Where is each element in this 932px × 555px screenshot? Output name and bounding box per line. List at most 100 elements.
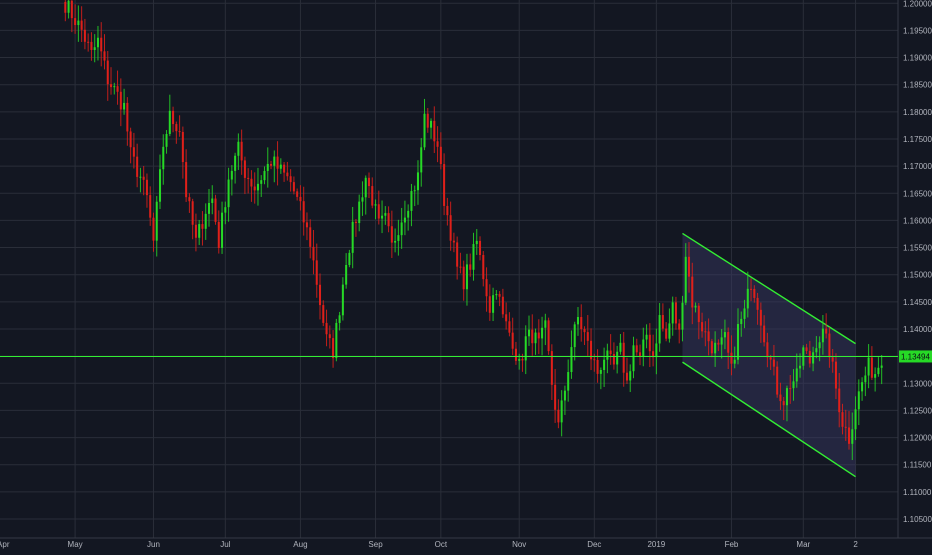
candle-up bbox=[335, 322, 338, 359]
candle-up bbox=[684, 256, 687, 303]
candle-up bbox=[671, 302, 674, 324]
candle-down bbox=[763, 325, 766, 343]
candle-up bbox=[67, 0, 70, 13]
candle-down bbox=[776, 366, 779, 395]
channel-upper-line[interactable] bbox=[682, 232, 856, 345]
candle-up bbox=[812, 352, 815, 364]
candle-down bbox=[782, 401, 785, 406]
candle-up bbox=[567, 372, 570, 391]
candle-down bbox=[181, 131, 184, 163]
candle-up bbox=[518, 359, 521, 361]
candle-down bbox=[185, 162, 188, 198]
candle-down bbox=[436, 141, 439, 147]
channel-lower-line[interactable] bbox=[682, 361, 856, 478]
candle-down bbox=[612, 353, 615, 365]
candle-down bbox=[276, 156, 279, 169]
y-tick-label: 1.12500 bbox=[903, 406, 932, 415]
candle-up bbox=[165, 133, 168, 147]
candle-up bbox=[400, 222, 403, 236]
candle-down bbox=[482, 255, 485, 280]
candle-down bbox=[194, 224, 197, 238]
candle-up bbox=[475, 240, 478, 245]
candle-down bbox=[756, 297, 759, 310]
candle-down bbox=[557, 409, 560, 423]
candle-up bbox=[168, 110, 171, 134]
candle-down bbox=[844, 426, 847, 428]
descending-channel[interactable] bbox=[682, 232, 856, 478]
candle-up bbox=[642, 339, 645, 357]
candles bbox=[64, 0, 883, 461]
candle-down bbox=[808, 350, 811, 364]
candle-down bbox=[250, 178, 253, 187]
candle-down bbox=[426, 113, 429, 128]
candle-down bbox=[583, 329, 586, 333]
candle-down bbox=[145, 179, 148, 196]
candle-down bbox=[129, 131, 132, 148]
candle-up bbox=[96, 37, 99, 48]
candle-down bbox=[537, 332, 540, 339]
candle-up bbox=[204, 213, 207, 229]
candle-down bbox=[439, 146, 442, 165]
candle-down bbox=[622, 342, 625, 373]
candle-up bbox=[861, 382, 864, 392]
candle-up bbox=[524, 336, 527, 361]
candle-up bbox=[560, 400, 563, 423]
candle-down bbox=[498, 294, 501, 297]
y-tick-label: 1.18500 bbox=[903, 81, 932, 90]
candle-up bbox=[694, 305, 697, 308]
candle-up bbox=[420, 147, 423, 173]
x-tick-label: Mar bbox=[796, 540, 810, 549]
candle-down bbox=[387, 213, 390, 227]
candle-up bbox=[256, 183, 259, 191]
candle-up bbox=[430, 120, 433, 128]
candle-up bbox=[658, 315, 661, 344]
candle-up bbox=[599, 370, 602, 374]
y-tick-label: 1.15500 bbox=[903, 244, 932, 253]
candle-down bbox=[828, 333, 831, 358]
candle-down bbox=[479, 240, 482, 256]
y-tick-label: 1.11500 bbox=[903, 461, 932, 470]
candle-down bbox=[550, 351, 553, 385]
candle-up bbox=[857, 391, 860, 410]
candle-up bbox=[570, 347, 573, 373]
candle-down bbox=[469, 264, 472, 270]
candle-down bbox=[270, 163, 273, 166]
candle-up bbox=[221, 212, 224, 248]
candle-down bbox=[488, 296, 491, 313]
candle-up bbox=[384, 213, 387, 216]
candle-down bbox=[322, 305, 325, 323]
x-tick-label: 2019 bbox=[647, 540, 665, 549]
candle-down bbox=[687, 256, 691, 277]
candle-up bbox=[113, 86, 116, 88]
candle-down bbox=[309, 227, 312, 247]
y-tick-label: 1.18000 bbox=[903, 108, 932, 117]
candle-up bbox=[416, 172, 419, 191]
candle-down bbox=[142, 176, 145, 180]
candle-up bbox=[351, 221, 354, 253]
candle-down bbox=[64, 1, 67, 13]
candle-down bbox=[390, 226, 393, 243]
candle-down bbox=[753, 288, 756, 298]
candle-down bbox=[652, 351, 655, 358]
candle-down bbox=[149, 195, 152, 218]
candle-up bbox=[403, 217, 406, 223]
time-axis[interactable]: Apr May Jun Jul Aug Sep Oct Nov Dec 2019 Feb Mar 2 bbox=[0, 540, 858, 549]
candle-up bbox=[407, 210, 410, 218]
candle-down bbox=[240, 141, 243, 161]
candle-down bbox=[769, 357, 772, 360]
candle-up bbox=[645, 334, 648, 340]
candle-up bbox=[227, 179, 230, 208]
candle-down bbox=[83, 29, 86, 42]
y-tick-label: 1.14000 bbox=[903, 325, 932, 334]
candle-up bbox=[279, 164, 282, 169]
candle-down bbox=[661, 315, 664, 329]
candle-down bbox=[554, 384, 557, 410]
candle-down bbox=[319, 284, 322, 306]
candle-down bbox=[217, 221, 220, 248]
candle-up bbox=[743, 308, 746, 319]
candle-down bbox=[80, 20, 83, 30]
price-axis[interactable]: 1.20000 1.19500 1.19000 1.18500 1.18000 1.175… bbox=[903, 0, 932, 524]
x-tick-label: Aug bbox=[293, 540, 307, 549]
candle-down bbox=[459, 266, 462, 268]
